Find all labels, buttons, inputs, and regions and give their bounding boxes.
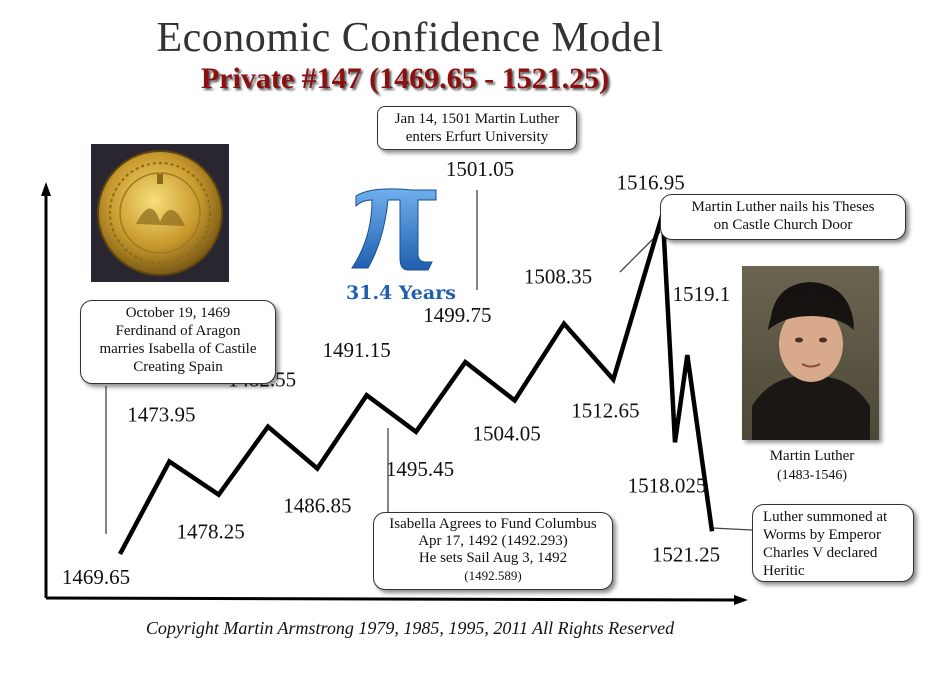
turning-point-label: 1519.1 bbox=[672, 282, 730, 306]
annotation-1492: Isabella Agrees to Fund Columbus Apr 17,… bbox=[373, 512, 613, 590]
annotation-line: Worms by Emperor bbox=[763, 527, 881, 543]
pi-cycle-label: 31.4 Years bbox=[346, 282, 456, 304]
turning-point-label: 1512.65 bbox=[571, 399, 639, 423]
annotation-1521: Luther summoned at Worms by Emperor Char… bbox=[752, 504, 914, 582]
turning-point-label: 1521.25 bbox=[652, 542, 720, 566]
pi-icon bbox=[351, 188, 437, 271]
page-title: Economic Confidence Model bbox=[156, 15, 664, 61]
x-axis-arrow bbox=[734, 595, 748, 605]
turning-point-label: 1516.95 bbox=[617, 171, 685, 195]
annotation-1501: Jan 14, 1501 Martin Luther enters Erfurt… bbox=[377, 106, 577, 150]
annotation-1517: Martin Luther nails his Theses on Castle… bbox=[660, 194, 906, 240]
turning-point-label: 1478.25 bbox=[177, 520, 245, 544]
gold-coin-image bbox=[91, 144, 229, 282]
annotation-line: He sets Sail Aug 3, 1492 bbox=[418, 550, 568, 566]
annotation-line: (1492.589) bbox=[464, 568, 522, 583]
turning-point-label: 1518.025 bbox=[628, 473, 707, 497]
turning-point-label: 1473.95 bbox=[127, 403, 195, 427]
portrait-caption: Martin Luther (1483-1546) bbox=[742, 446, 882, 486]
turning-point-label: 1491.15 bbox=[323, 338, 391, 362]
turning-point-label: 1508.35 bbox=[524, 265, 592, 289]
annotation-1469: October 19, 1469 Ferdinand of Aragon mar… bbox=[80, 300, 276, 384]
page-subtitle: Private #147 (1469.65 - 1521.25) bbox=[200, 62, 610, 95]
portrait-years: (1483-1546) bbox=[777, 468, 847, 483]
annotation-line: Creating Spain bbox=[133, 359, 223, 375]
y-axis-arrow bbox=[41, 182, 51, 196]
annotation-line: Martin Luther nails his Theses bbox=[691, 199, 875, 215]
series-line bbox=[118, 213, 715, 556]
gold-coin-icon bbox=[97, 150, 223, 276]
annotation-line: marries Isabella of Castile bbox=[99, 341, 257, 357]
annotation-line: Isabella Agrees to Fund Columbus bbox=[389, 516, 597, 532]
annotation-line: October 19, 1469 bbox=[125, 305, 231, 321]
portrait-name: Martin Luther bbox=[769, 448, 855, 464]
annotation-line: Heritic bbox=[763, 563, 805, 579]
portrait-icon bbox=[752, 282, 870, 440]
annotation-line: Luther summoned at bbox=[763, 509, 888, 525]
turning-point-label: 1469.65 bbox=[62, 565, 130, 589]
martin-luther-portrait bbox=[742, 266, 879, 440]
turning-point-label: 1486.85 bbox=[283, 493, 351, 517]
annotation-line: Jan 14, 1501 Martin Luther bbox=[394, 111, 560, 127]
annotation-line: Apr 17, 1492 (1492.293) bbox=[418, 533, 568, 549]
turning-point-label: 1501.05 bbox=[446, 157, 514, 181]
x-axis bbox=[45, 596, 743, 602]
connector-1521 bbox=[711, 527, 753, 531]
turning-point-label: 1504.05 bbox=[473, 421, 541, 445]
annotation-line: enters Erfurt University bbox=[405, 129, 549, 145]
annotation-line: Ferdinand of Aragon bbox=[115, 323, 241, 339]
turning-point-label: 1499.75 bbox=[423, 303, 491, 327]
annotation-line: on Castle Church Door bbox=[713, 217, 853, 233]
copyright-text: Copyright Martin Armstrong 1979, 1985, 1… bbox=[145, 618, 675, 638]
annotation-line: Charles V declared bbox=[763, 545, 878, 561]
turning-point-label: 1495.45 bbox=[386, 457, 454, 481]
